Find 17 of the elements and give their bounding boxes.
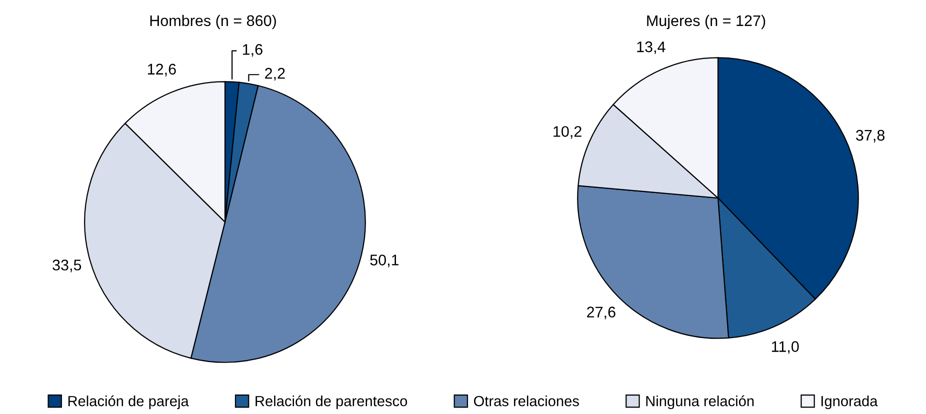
data-label: 33,5 [52,260,82,272]
data-label: 50,1 [370,254,399,268]
data-label: 1,6 [243,44,262,57]
legend-label: Ignorada [822,396,878,410]
legend-label: Relación de parentesco [256,395,408,410]
data-label: 12,6 [148,64,176,76]
chart-title: Mujeres (n = 127) [647,14,766,30]
data-label: 13,4 [637,41,666,54]
legend-label: Otras relaciones [474,396,579,406]
data-label: 37,8 [856,130,884,142]
legend-label: Ninguna relación [646,395,754,410]
data-label: 11,0 [772,341,799,354]
chart-title: Hombres (n = 860) [150,14,276,30]
legend-label: Relación de pareja [68,395,189,410]
data-label: 27,6 [587,306,616,320]
data-label: 2,2 [265,68,285,81]
data-label: 10,2 [554,126,582,139]
